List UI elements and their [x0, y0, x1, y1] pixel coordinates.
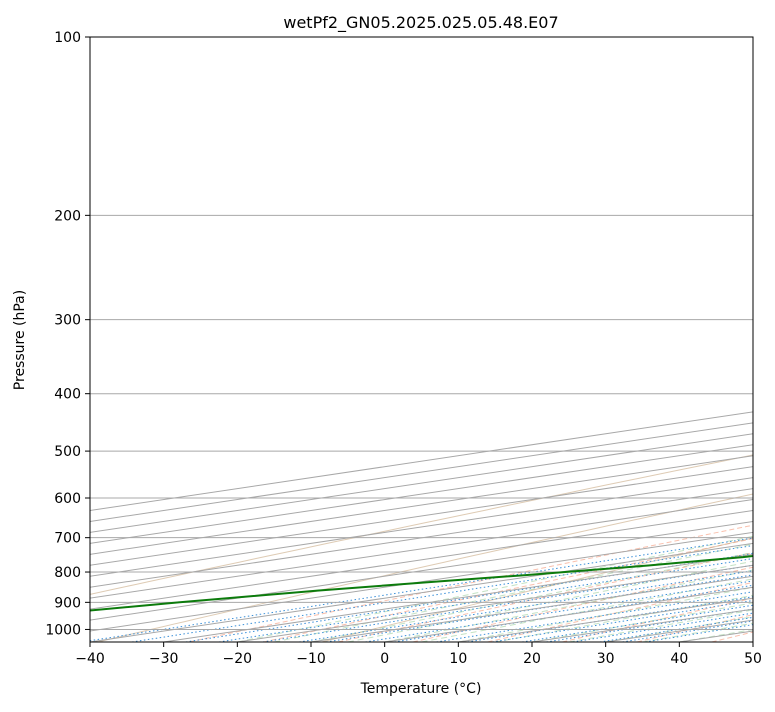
x-tick-label: 50: [744, 651, 762, 667]
x-tick-label: 30: [597, 651, 615, 667]
x-tick-label: 10: [449, 651, 467, 667]
x-tick-label: 20: [523, 651, 541, 667]
y-tick-label: 1000: [45, 622, 81, 638]
y-tick-label: 900: [54, 595, 81, 611]
y-axis-label: Pressure (hPa): [12, 290, 28, 390]
y-tick-label: 600: [54, 491, 81, 507]
x-tick-label: 40: [670, 651, 688, 667]
y-tick-label: 400: [54, 387, 81, 403]
x-tick-label: 0: [380, 651, 389, 667]
x-tick-label: −30: [149, 651, 179, 667]
y-tick-label: 800: [54, 565, 81, 581]
x-tick-label: −20: [223, 651, 253, 667]
y-tick-label: 100: [54, 30, 81, 46]
y-tick-label: 500: [54, 444, 81, 460]
x-tick-label: −10: [296, 651, 326, 667]
isotherm-line: [753, 37, 775, 642]
y-tick-label: 700: [54, 531, 81, 547]
plot-area: [90, 37, 753, 642]
x-tick-label: −40: [75, 651, 105, 667]
x-axis-label: Temperature (°C): [360, 681, 482, 697]
y-tick-label: 200: [54, 208, 81, 224]
chart-title: wetPf2_GN05.2025.025.05.48.E07: [283, 13, 558, 33]
y-tick-label: 300: [54, 313, 81, 329]
